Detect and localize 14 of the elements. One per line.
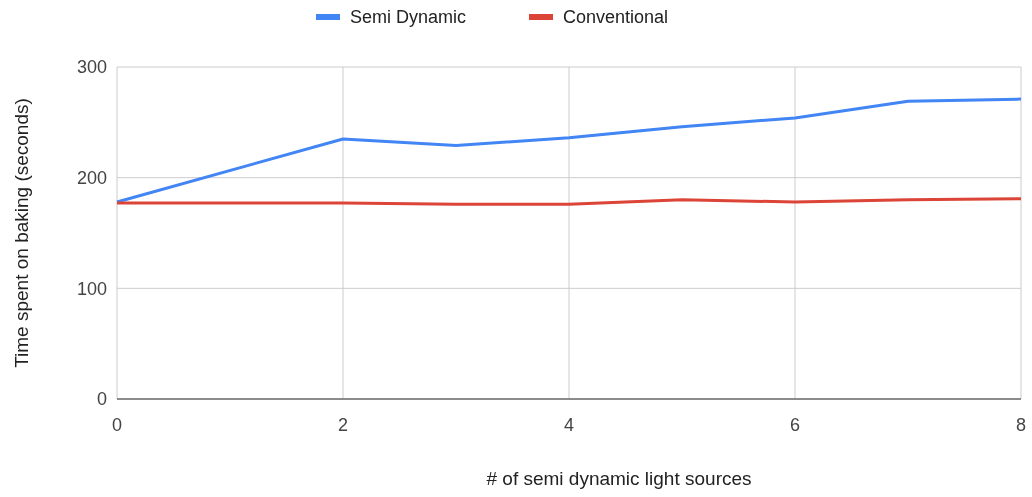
- x-tick-label: 8: [1015, 415, 1027, 435]
- x-tick-label: 2: [337, 415, 349, 435]
- y-tick-label: 300: [76, 57, 107, 78]
- x-axis-title: # of semi dynamic light sources: [486, 468, 752, 489]
- y-axis-title: Time spent on baking (seconds): [11, 98, 32, 368]
- line-series: [115, 97, 1023, 204]
- x-tick-label: 0: [111, 415, 123, 435]
- legend-label: Semi Dynamic: [350, 7, 467, 28]
- y-tick-label: 0: [96, 389, 107, 410]
- x-tick-label: 4: [563, 415, 575, 435]
- x-tick-label: 6: [789, 415, 801, 435]
- legend-label: Conventional: [563, 7, 669, 28]
- y-tick-label: 200: [76, 167, 107, 188]
- y-tick-label: 100: [76, 278, 107, 299]
